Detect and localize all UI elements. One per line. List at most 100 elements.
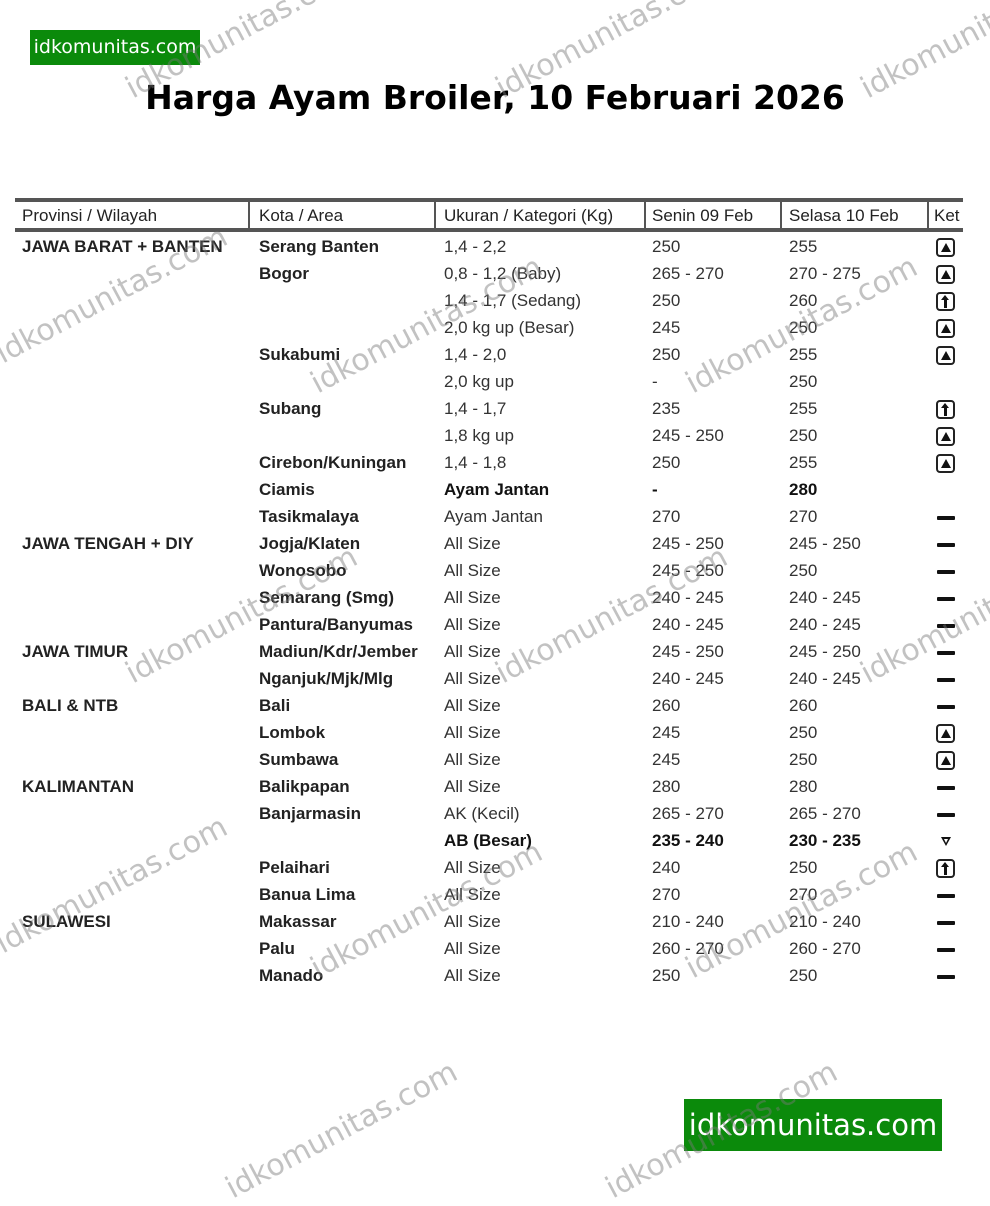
flat-icon [936, 967, 956, 985]
arrow-up-icon [936, 859, 956, 878]
cell-kota: Lombok [259, 723, 326, 742]
cell-ukuran: Ayam Jantan [444, 480, 550, 499]
column-divider [927, 202, 929, 228]
table-row: Cirebon/Kuningan 1,4 - 1,8 250 255 [15, 449, 963, 476]
cell-kota: Pelaihari [259, 858, 330, 877]
cell-ukuran: AK (Kecil) [444, 804, 520, 823]
cell-senin: 240 - 245 [652, 615, 724, 634]
cell-selasa: 270 - 275 [789, 264, 861, 283]
cell-provinsi: JAWA BARAT + BANTEN [22, 237, 223, 256]
cell-senin: 235 - 240 [652, 831, 724, 850]
watermark-text: idkomunitas.com [220, 1054, 464, 1206]
header-provinsi: Provinsi / Wilayah [22, 206, 158, 225]
cell-kota: Bali [259, 696, 291, 715]
table-row: Pantura/Banyumas All Size 240 - 245 240 - 2… [15, 611, 963, 638]
cell-senin: 260 [652, 696, 681, 715]
table-row: Nganjuk/Mjk/Mlg All Size 240 - 245 240 - 24… [15, 665, 963, 692]
cell-selasa: 210 - 240 [789, 912, 861, 931]
column-divider [434, 202, 436, 228]
flat-icon [936, 670, 956, 688]
cell-ukuran: 1,4 - 1,8 [444, 453, 507, 472]
table-row: 2,0 kg up (Besar) 245 250 [15, 314, 963, 341]
table-row: AB (Besar) 235 - 240 230 - 235 [15, 827, 963, 854]
cell-provinsi: JAWA TIMUR [22, 642, 129, 661]
cell-kota: Tasikmalaya [259, 507, 359, 526]
column-divider [780, 202, 782, 228]
cell-ukuran: All Size [444, 588, 501, 607]
cell-senin: 270 [652, 885, 681, 904]
flat-icon [936, 913, 956, 931]
cell-kota: Palu [259, 939, 295, 958]
cell-ukuran: AB (Besar) [444, 831, 532, 850]
cell-senin: 240 - 245 [652, 669, 724, 688]
cell-selasa: 240 - 245 [789, 588, 861, 607]
cell-ukuran: All Size [444, 615, 501, 634]
table-row: BALI & NTB Bali All Size 260 260 [15, 692, 963, 719]
table-row: JAWA TENGAH + DIY Jogja/Klaten All Size 245… [15, 530, 963, 557]
flat-icon [936, 616, 956, 634]
flat-icon [936, 886, 956, 904]
table-row: Lombok All Size 245 250 [15, 719, 963, 746]
up-icon [936, 427, 956, 446]
cell-provinsi: BALI & NTB [22, 696, 119, 715]
cell-senin: 260 - 270 [652, 939, 724, 958]
cell-senin: - [652, 480, 658, 499]
table-header: Provinsi / Wilayah Kota / Area Ukuran / … [15, 198, 963, 232]
table-row: Subang 1,4 - 1,7 235 255 [15, 395, 963, 422]
table-row: Banua Lima All Size 270 270 [15, 881, 963, 908]
cell-senin: 245 - 250 [652, 561, 724, 580]
column-divider [248, 202, 250, 228]
table-row: JAWA BARAT + BANTEN Serang Banten 1,4 - 2,… [15, 233, 963, 260]
page-title: Harga Ayam Broiler, 10 Februari 2026 [145, 78, 845, 117]
up-icon [936, 751, 956, 770]
cell-selasa: 255 [789, 399, 818, 418]
cell-kota: Balikpapan [259, 777, 350, 796]
cell-kota: Wonosobo [259, 561, 347, 580]
header-ket: Ket [934, 206, 960, 225]
cell-selasa: 250 [789, 318, 818, 337]
flat-icon [936, 508, 956, 526]
cell-selasa: 260 - 270 [789, 939, 861, 958]
ket-empty [936, 373, 956, 391]
flat-icon [936, 778, 956, 796]
cell-senin: 250 [652, 966, 681, 985]
cell-ukuran: 2,0 kg up [444, 372, 514, 391]
cell-kota: Banjarmasin [259, 804, 362, 823]
cell-selasa: 255 [789, 345, 818, 364]
cell-ukuran: All Size [444, 966, 501, 985]
table-body: JAWA BARAT + BANTEN Serang Banten 1,4 - 2,… [15, 232, 963, 989]
cell-kota: Sumbawa [259, 750, 339, 769]
table-row: JAWA TIMUR Madiun/Kdr/Jember All Size 245 -… [15, 638, 963, 665]
cell-kota: Madiun/Kdr/Jember [259, 642, 418, 661]
cell-provinsi: KALIMANTAN [22, 777, 135, 796]
cell-senin: 250 [652, 453, 681, 472]
cell-kota: Ciamis [259, 480, 315, 499]
cell-senin: 245 [652, 750, 681, 769]
cell-selasa: 230 - 235 [789, 831, 861, 850]
up-icon [936, 319, 956, 338]
cell-selasa: 260 [789, 696, 818, 715]
cell-senin: 250 [652, 237, 681, 256]
cell-ukuran: 2,0 kg up (Besar) [444, 318, 575, 337]
cell-senin: 265 - 270 [652, 804, 724, 823]
cell-senin: 210 - 240 [652, 912, 724, 931]
column-divider [644, 202, 646, 228]
cell-ukuran: 1,4 - 1,7 (Sedang) [444, 291, 582, 310]
down-icon [936, 832, 956, 850]
cell-kota: Banua Lima [259, 885, 356, 904]
cell-selasa: 255 [789, 453, 818, 472]
cell-kota: Nganjuk/Mjk/Mlg [259, 669, 394, 688]
flat-icon [936, 589, 956, 607]
cell-senin: 265 - 270 [652, 264, 724, 283]
cell-senin: - [652, 372, 658, 391]
arrow-up-icon [936, 400, 956, 419]
table-row: 1,4 - 1,7 (Sedang) 250 260 [15, 287, 963, 314]
cell-selasa: 280 [789, 777, 818, 796]
table-row: Bogor 0,8 - 1,2 (Baby) 265 - 270 270 - 275 [15, 260, 963, 287]
cell-selasa: 265 - 270 [789, 804, 861, 823]
table-row: Banjarmasin AK (Kecil) 265 - 270 265 - 270 [15, 800, 963, 827]
cell-ukuran: All Size [444, 885, 501, 904]
flat-icon [936, 805, 956, 823]
table-row: Semarang (Smg) All Size 240 - 245 240 - 245 [15, 584, 963, 611]
cell-selasa: 270 [789, 507, 818, 526]
